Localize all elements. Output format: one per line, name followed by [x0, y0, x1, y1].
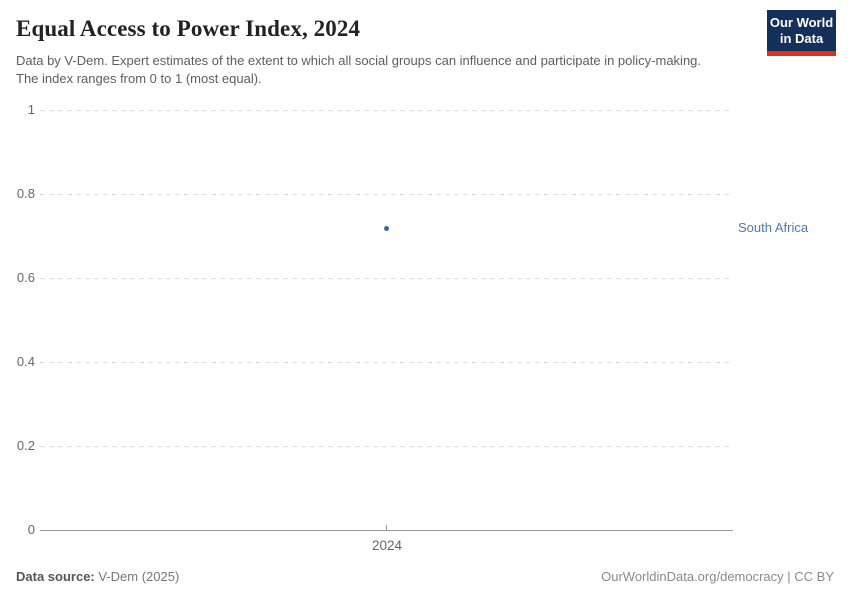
gridline — [40, 278, 733, 279]
y-axis-tick-label: 0.8 — [16, 186, 35, 201]
entity-label-south-africa[interactable]: South Africa — [738, 220, 809, 235]
gridline-row-1: 1 — [0, 102, 733, 117]
gridline — [40, 446, 733, 447]
y-axis-tick-label: 0.2 — [16, 438, 35, 453]
x-axis-line — [40, 530, 733, 531]
data-source-label: Data source: — [16, 569, 95, 584]
owid-logo-line1: Our World — [769, 15, 834, 30]
gridline-row-04: 0.4 — [0, 354, 733, 369]
y-axis-tick-label: 0 — [27, 522, 35, 537]
y-axis-tick-label: 1 — [27, 102, 35, 117]
x-axis-tick-mark — [386, 525, 387, 530]
x-axis-baseline-row: 0 — [0, 522, 733, 537]
credit-link[interactable]: OurWorldinData.org/democracy | CC BY — [601, 569, 834, 584]
gridline-row-08: 0.8 — [0, 186, 733, 201]
data-source-note: Data source: V-Dem (2025) — [16, 569, 179, 584]
gridline — [40, 362, 733, 363]
data-point-south-africa-2024[interactable] — [384, 226, 389, 231]
owid-logo-stripe — [767, 51, 836, 56]
chart-subtitle: Data by V-Dem. Expert estimates of the e… — [16, 53, 702, 86]
x-axis-tick-label: 2024 — [371, 538, 403, 553]
gridline — [40, 194, 733, 195]
page-title: Equal Access to Power Index, 2024 — [16, 16, 361, 41]
owid-logo-line2: in Data — [779, 31, 824, 46]
gridline — [40, 110, 733, 111]
owid-logo-text: Our World in Data — [767, 10, 836, 51]
owid-logo[interactable]: Our World in Data — [767, 10, 836, 56]
y-axis-tick-label: 0.6 — [16, 270, 35, 285]
y-axis-tick-label: 0.4 — [16, 354, 35, 369]
gridline-row-02: 0.2 — [0, 438, 733, 453]
gridline-row-06: 0.6 — [0, 270, 733, 285]
data-source-value: V-Dem (2025) — [94, 569, 180, 584]
